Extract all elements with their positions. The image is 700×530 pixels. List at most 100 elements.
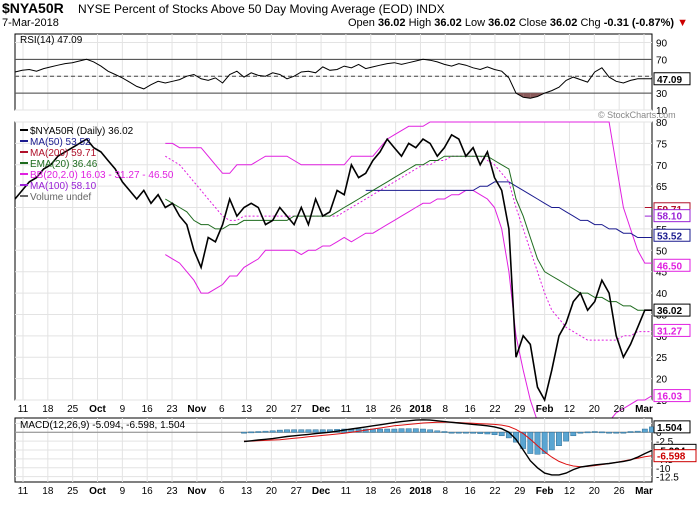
rsi-last-label: 47.09 (653, 72, 691, 86)
x-tick-label: 22 (489, 404, 501, 415)
chart-header: $NYA50R NYSE Percent of Stocks Above 50 … (0, 0, 700, 34)
price-right-label: 46.50 (653, 258, 691, 272)
chg-value: -0.31 (-0.87%) (603, 17, 675, 29)
symbol-name: NYSE Percent of Stocks Above 50 Day Movi… (78, 2, 445, 16)
price-right-label-box (653, 389, 691, 403)
high-value: 36.02 (434, 17, 462, 29)
macd-histogram-bar (641, 428, 648, 433)
x-tick-label: 20 (266, 486, 278, 497)
price-y-tick: 30 (656, 332, 668, 343)
macd-histogram-bar (477, 431, 484, 434)
macd-right-label-text: 1.504 (657, 423, 682, 434)
macd-histogram-bar (255, 431, 262, 433)
macd-histogram-bar (548, 431, 555, 451)
price-y-tick: 50 (656, 246, 668, 257)
price-legend-swatch (20, 162, 28, 164)
macd-histogram-bar (398, 428, 405, 433)
x-tick-label: 6 (219, 486, 225, 497)
macd-histogram-bar (448, 431, 455, 434)
x-tick-label: Dec (312, 486, 331, 497)
macd-histogram-bar (563, 431, 570, 442)
price-legend-entry: MA(200) 59.71 (30, 148, 97, 159)
macd-histogram-bar (420, 428, 426, 433)
ma50-line (365, 181, 652, 238)
macd-histogram-bar (591, 431, 598, 433)
x-tick-label: 2018 (409, 486, 432, 497)
rsi-line (14, 58, 652, 99)
x-tick-label: 25 (67, 486, 79, 497)
macd-histogram-bar (405, 428, 412, 433)
macd-histogram-bar (598, 431, 605, 434)
bb-upper-line (165, 121, 652, 264)
macd-histogram-bar (577, 431, 584, 434)
macd-histogram-bar (534, 431, 541, 455)
macd-right-label-box (653, 449, 697, 463)
macd-line (243, 419, 653, 476)
x-tick-label: 12 (564, 486, 576, 497)
price-legend-entry: BB(20,2.0) 16.03 - 31.27 - 46.50 (30, 170, 174, 181)
x-tick-label: 16 (465, 404, 477, 415)
x-tick-label: 18 (365, 404, 377, 415)
price-right-label-box (653, 258, 691, 272)
macd-histogram-bar (434, 430, 441, 433)
x-tick-label: 11 (18, 486, 29, 497)
x-tick-label: 16 (465, 486, 477, 497)
rsi-legend: RSI(14) 47.09 (20, 35, 83, 46)
x-tick-label: Mar (635, 404, 653, 415)
price-right-label: 16.03 (653, 389, 691, 403)
low-value: 36.02 (488, 17, 516, 29)
x-tick-label: 18 (42, 486, 54, 497)
rsi-y-tick: 70 (656, 55, 668, 66)
ema20-line (165, 155, 652, 311)
macd-histogram-bar (262, 430, 269, 433)
price-line (14, 133, 652, 403)
x-tick-label: 11 (341, 486, 352, 497)
macd-y-tick: 0 (656, 428, 662, 439)
x-tick-label: 22 (489, 486, 501, 497)
rsi-oversold-fill (523, 93, 531, 99)
x-tick-label: 11 (18, 404, 29, 415)
macd-histogram-bar (269, 430, 276, 433)
macd-histogram-bar (248, 431, 255, 434)
macd-right-label-box (653, 420, 691, 434)
x-tick-label: 29 (514, 404, 526, 415)
x-tick-label: 18 (365, 486, 377, 497)
price-right-label-box (653, 209, 691, 223)
price-right-label: 53.52 (653, 228, 691, 242)
price-legend-entry: EMA(20) 36.46 (30, 159, 98, 170)
x-tick-label: Oct (89, 404, 106, 415)
rsi-last-label-box (653, 72, 691, 86)
macd-histogram-bar (276, 429, 283, 433)
macd-y-tick: -12.5 (656, 473, 679, 484)
price-right-label: 31.27 (653, 323, 691, 337)
x-tick-label: Dec (312, 404, 331, 415)
macd-histogram-bar (634, 430, 641, 433)
down-arrow-icon: ▼ (677, 17, 688, 29)
x-tick-label: 2018 (409, 404, 432, 415)
macd-histogram-bar (556, 431, 562, 446)
macd-right-label: 1.504 (653, 420, 691, 434)
price-legend-swatch (20, 140, 28, 142)
price-legend-entry: MA(100) 58.10 (30, 181, 97, 192)
x-tick-label: Mar (635, 486, 653, 497)
macd-histogram-bar (527, 431, 534, 454)
bb-middle-line (165, 155, 652, 341)
macd-histogram-bar (498, 431, 505, 437)
price-y-tick: 75 (656, 139, 668, 150)
x-tick-label: 27 (291, 404, 303, 415)
macd-histogram-bar (441, 431, 448, 433)
macd-histogram-bar (470, 431, 476, 434)
x-tick-label: Feb (536, 486, 554, 497)
x-tick-label: Nov (187, 404, 206, 415)
macd-histogram-bar (584, 431, 591, 434)
rsi-y-tick: 90 (656, 38, 668, 49)
x-tick-label: Oct (89, 486, 106, 497)
x-tick-label: 20 (589, 404, 601, 415)
macd-histogram-bar (291, 429, 298, 433)
price-y-tick: 20 (656, 375, 668, 386)
rsi-y-tick: 30 (656, 89, 668, 100)
macd-histogram-bar (484, 431, 491, 435)
macd-histogram-bar (241, 431, 247, 434)
price-right-label: 58.10 (653, 209, 691, 223)
